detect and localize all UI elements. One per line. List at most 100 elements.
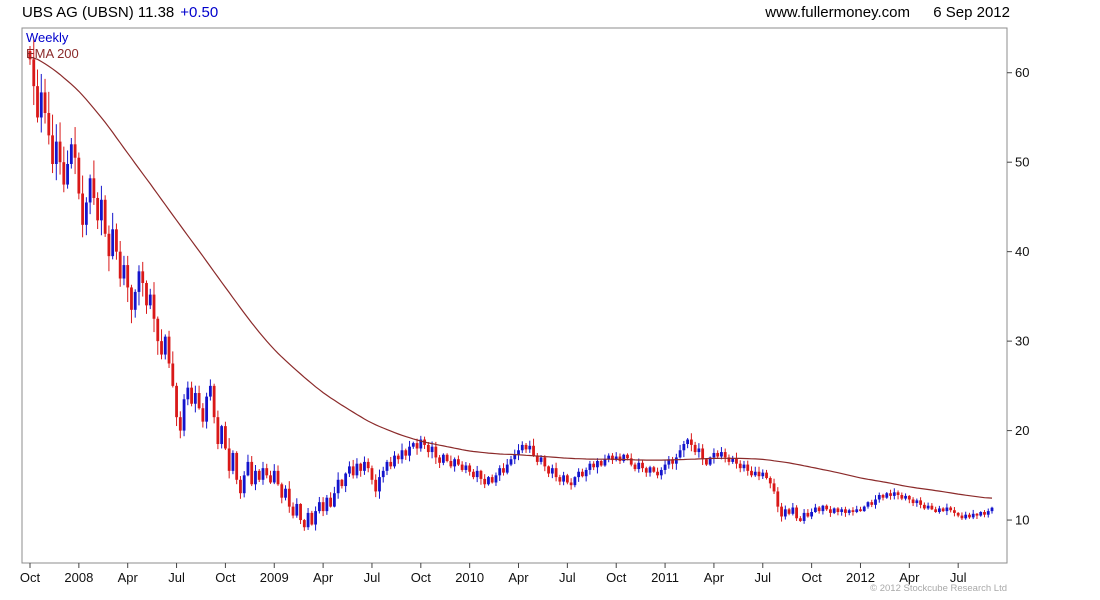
candle-body	[968, 514, 971, 518]
candle-body	[92, 178, 96, 198]
candle-body	[674, 457, 678, 464]
candle-body	[768, 478, 772, 484]
candle-body	[535, 455, 539, 462]
candle-body	[81, 193, 85, 225]
x-tick-label: Oct	[411, 570, 432, 585]
candle-body	[772, 483, 776, 492]
candle-body	[171, 363, 175, 386]
candle-body	[641, 462, 644, 469]
candle-body	[738, 463, 742, 469]
candle-body	[419, 439, 423, 449]
candle-body	[287, 488, 291, 507]
y-tick-label: 30	[1015, 334, 1029, 349]
candle-body	[224, 426, 227, 449]
x-tick-label: Apr	[899, 570, 920, 585]
candle-body	[629, 458, 633, 465]
candle-body	[667, 459, 671, 465]
candle-body	[712, 452, 716, 458]
candle-body	[836, 508, 840, 513]
candle-body	[821, 505, 825, 512]
candle-body	[77, 157, 81, 194]
candle-body	[284, 488, 287, 498]
candle-body	[351, 466, 355, 476]
candle-body	[99, 199, 103, 221]
candle-body	[370, 468, 374, 480]
candle-body	[212, 385, 216, 418]
candle-body	[163, 336, 167, 355]
candle-body	[475, 470, 479, 478]
candle-body	[58, 141, 62, 163]
candle-body	[806, 512, 810, 517]
candle-body	[971, 513, 975, 518]
candle-body	[934, 509, 938, 513]
candle-body	[51, 135, 54, 164]
candle-body	[682, 444, 686, 451]
candle-body	[986, 511, 990, 515]
candle-body	[663, 464, 667, 470]
candle-body	[584, 469, 588, 477]
candle-body	[855, 509, 859, 513]
candle-body	[235, 452, 239, 480]
candle-body	[524, 444, 528, 450]
candle-body	[919, 500, 923, 505]
candle-body	[487, 477, 490, 485]
candle-body	[408, 446, 411, 456]
candle-body	[953, 510, 956, 513]
candle-body	[502, 468, 505, 473]
candle-body	[911, 499, 915, 504]
candle-body	[915, 500, 919, 504]
candle-body	[141, 271, 145, 283]
candle-body	[438, 457, 442, 463]
chart-title: UBS AG (UBSN) 11.38 +0.50	[22, 4, 218, 21]
candle-body	[573, 477, 577, 486]
candle-body	[577, 471, 581, 478]
candle-body	[69, 144, 73, 164]
candle-body	[148, 294, 152, 306]
candle-body	[137, 271, 141, 292]
candle-body	[652, 467, 656, 472]
candle-body	[611, 455, 614, 461]
candle-body	[810, 512, 814, 517]
candle-body	[88, 178, 92, 203]
candle-body	[355, 463, 359, 476]
x-tick-label: Jul	[754, 570, 771, 585]
candle-body	[558, 477, 562, 482]
candle-body	[156, 318, 160, 342]
candle-body	[160, 341, 163, 355]
candle-body	[716, 452, 720, 457]
candle-body	[859, 509, 862, 512]
candle-body	[742, 464, 746, 469]
candle-body	[949, 507, 953, 511]
candle-body	[404, 450, 408, 456]
candle-body	[960, 515, 964, 519]
candle-body	[798, 518, 802, 521]
candle-body	[107, 233, 111, 257]
candle-body	[633, 464, 637, 470]
y-tick-label: 10	[1015, 513, 1029, 528]
candle-body	[205, 396, 209, 422]
candle-body	[332, 493, 336, 507]
candle-body	[592, 463, 596, 468]
candle-body	[242, 475, 246, 494]
x-tick-label: 2009	[260, 570, 289, 585]
candle-body	[340, 479, 344, 487]
candle-body	[930, 505, 934, 510]
candle-body	[727, 457, 731, 462]
candle-body	[746, 464, 750, 471]
candle-body	[28, 51, 32, 60]
candle-body	[73, 144, 77, 158]
candle-body	[66, 163, 69, 185]
x-tick-label: Jul	[950, 570, 967, 585]
x-tick-label: Apr	[508, 570, 529, 585]
candle-body	[637, 462, 641, 470]
candle-body	[468, 465, 472, 472]
candle-body	[302, 520, 306, 528]
candle-body	[517, 450, 520, 455]
candle-body	[366, 461, 370, 469]
candle-body	[453, 459, 457, 467]
candle-body	[626, 454, 629, 459]
price-change: +0.50	[180, 4, 219, 21]
candle-body	[554, 468, 558, 478]
candle-body	[396, 455, 400, 460]
candle-body	[757, 471, 761, 477]
